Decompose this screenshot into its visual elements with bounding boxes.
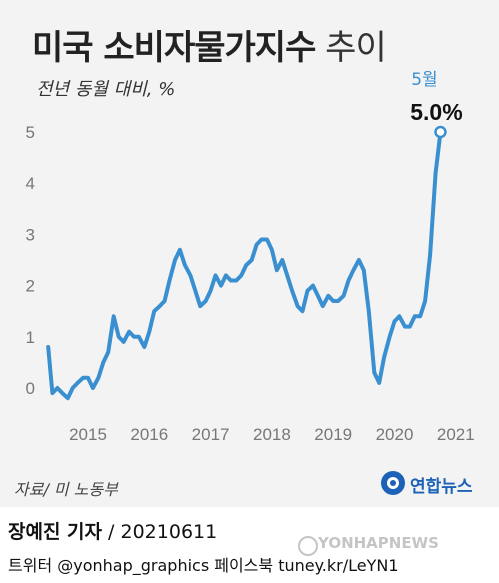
cpi-series-line: [46, 130, 443, 401]
x-axis-ticks: 2015 2016 2017 2018 2019 2020 2021: [69, 425, 475, 444]
watermark-text: YONHAPNEWS: [318, 534, 439, 552]
annotation-month: 5월: [411, 70, 437, 90]
x-tick-label: 2019: [314, 425, 352, 444]
y-tick-label: 4: [26, 174, 35, 193]
x-tick-label: 2015: [69, 425, 107, 444]
x-tick-label: 2016: [130, 425, 168, 444]
byline: 장예진 기자 / 20210611: [8, 517, 217, 544]
annotation-value: 5.0%: [410, 99, 462, 125]
y-tick-label: 5: [26, 123, 35, 142]
x-tick-label: 2020: [376, 425, 414, 444]
y-tick-label: 2: [26, 277, 35, 296]
chart-title: 미국 소비자물가지수 추이: [32, 20, 387, 69]
reporter-name: 장예진 기자: [8, 521, 103, 543]
source-label: 자료/ 미 노동부: [14, 480, 118, 499]
yonhap-logo-icon: [381, 471, 405, 495]
watermark-icon: [298, 536, 318, 556]
publish-date: 20210611: [120, 521, 218, 543]
title-main: 미국 소비자물가지수: [32, 28, 316, 68]
chart-subtitle: 전년 동월 대비, %: [36, 79, 176, 100]
title-suffix: 추이: [325, 28, 387, 68]
social-links: 트위터 @yonhap_graphics 페이스북 tuney.kr/LeYN1: [8, 556, 399, 575]
x-tick-label: 2018: [253, 425, 291, 444]
y-tick-label: 0: [26, 379, 35, 398]
x-tick-label: 2021: [437, 425, 475, 444]
y-tick-label: 1: [26, 328, 35, 347]
byline-separator: /: [102, 521, 121, 543]
logo-text: 연합뉴스: [410, 477, 473, 497]
y-axis-ticks: 0 1 2 3 4 5: [26, 123, 35, 398]
line-chart: 0 1 2 3 4 5 2015 2016 2017 2018 2019 2020 2021 5월 5…: [26, 70, 475, 444]
y-tick-label: 3: [26, 225, 35, 244]
end-point-marker: [434, 125, 447, 139]
chart-card: [0, 0, 499, 507]
x-tick-label: 2017: [192, 425, 230, 444]
yonhap-logo: 연합뉴스: [380, 470, 492, 498]
